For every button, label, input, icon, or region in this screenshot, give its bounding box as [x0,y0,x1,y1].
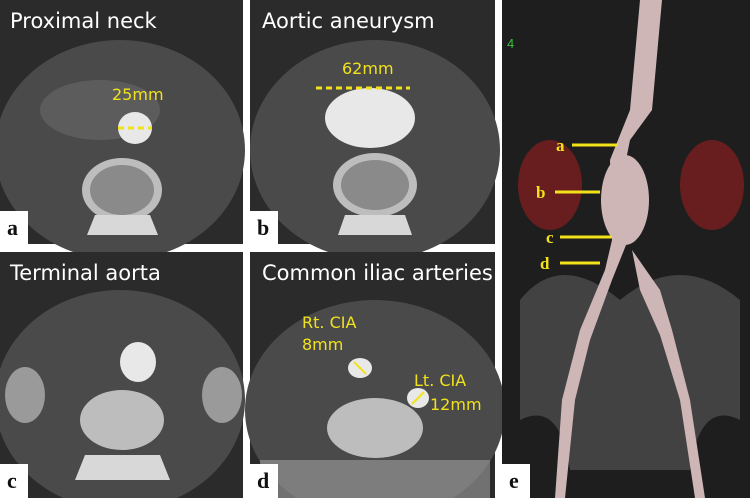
panel-letter: e [509,468,519,493]
panel-letter: d [257,468,269,493]
level-label: a [556,136,565,155]
panel-letter: a [7,215,18,240]
measurement: 25mm [112,85,164,104]
panel-letter: b [257,215,269,240]
panel-e: a b c d 4 e [502,0,750,498]
panel-title: Aortic aneurysm [262,9,435,33]
panel-d: Common iliac arteries Rt. CIA 8mm Lt. CI… [245,252,505,498]
measurement: 12mm [430,395,482,414]
panel-title: Proximal neck [10,9,158,33]
level-label: b [536,183,545,202]
measurement: 62mm [342,59,394,78]
level-label: c [546,228,554,247]
panel-letter: c [7,468,17,493]
panel-title: Terminal aorta [9,261,161,285]
panel-title: Common iliac arteries [262,261,493,285]
panel-c: Terminal aorta c [0,252,245,498]
measurement: 8mm [302,335,343,354]
vessel-label: Lt. CIA [414,371,466,390]
panel-b: Aortic aneurysm 62mm b [250,0,500,260]
level-label: d [540,254,550,273]
vessel-label: Rt. CIA [302,313,356,332]
panel-a: Proximal neck 25mm a [0,0,245,260]
corner-label: 4 [507,36,514,51]
